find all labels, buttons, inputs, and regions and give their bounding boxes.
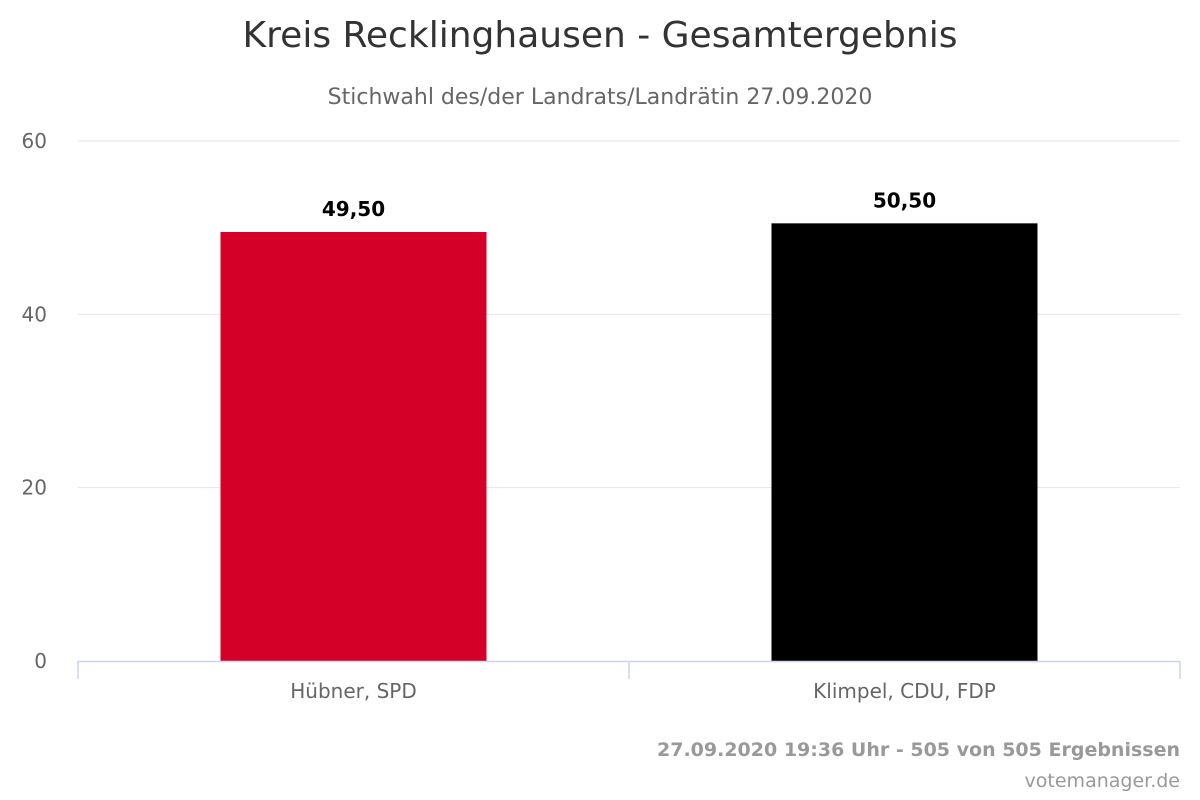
footer-credit-link[interactable]: votemanager.de	[1025, 770, 1180, 792]
y-tick-label: 60	[22, 129, 47, 153]
x-axis	[77, 660, 1181, 679]
data-label: 49,50	[322, 197, 385, 221]
chart-title: Kreis Recklinghausen - Gesamtergebnis	[243, 15, 958, 56]
y-axis-ticks: 0 20 40 60	[22, 129, 47, 673]
y-tick-label: 20	[22, 476, 47, 500]
x-tick-label: Klimpel, CDU, FDP	[813, 679, 996, 703]
x-axis-ticks: Hübner, SPD Klimpel, CDU, FDP	[290, 679, 996, 703]
bar[interactable]	[771, 223, 1038, 662]
y-tick-label: 40	[22, 302, 47, 326]
data-label: 50,50	[873, 188, 936, 212]
bars	[220, 223, 1038, 662]
y-tick-label: 0	[34, 649, 47, 673]
x-tick-label: Hübner, SPD	[290, 679, 416, 703]
chart-subtitle: Stichwahl des/der Landrats/Landrätin 27.…	[328, 85, 873, 110]
data-labels: 49,50 50,50	[322, 188, 936, 221]
footer-timestamp: 27.09.2020 19:36 Uhr - 505 von 505 Ergeb…	[657, 739, 1180, 761]
bar[interactable]	[220, 232, 487, 661]
